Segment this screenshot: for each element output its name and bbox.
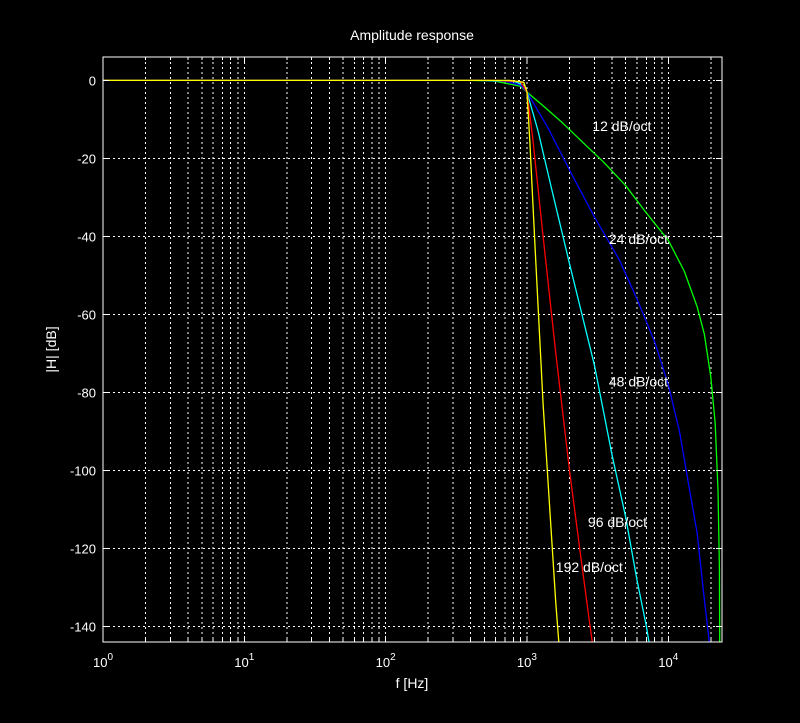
x-tick-label: 101 (234, 652, 254, 670)
y-tick-label: -120 (70, 541, 96, 556)
curve-annotation: 12 dB/oct (592, 118, 651, 134)
chart-title: Amplitude response (350, 27, 474, 43)
y-axis: 0 -20 -40 -60 -80 -100 -120 -140 (70, 73, 722, 634)
y-tick-label: -20 (77, 151, 96, 166)
curve-annotation: 48 dB/oct (609, 374, 668, 390)
y-tick-label: -100 (70, 463, 96, 478)
y-tick-label: 0 (89, 73, 96, 88)
y-axis-label: |H| [dB] (43, 326, 59, 372)
y-tick-label: -140 (70, 619, 96, 634)
x-tick-label: 104 (658, 652, 678, 670)
y-tick-label: -80 (77, 385, 96, 400)
x-axis-label: f [Hz] (396, 675, 429, 691)
curve-4 (103, 79, 593, 643)
curve-1 (103, 79, 721, 643)
curve-annotation: 192 dB/oct (556, 559, 623, 575)
curve-annotation: 24 dB/oct (609, 231, 668, 247)
plot-frame (102, 56, 723, 643)
curve-annotation: 96 dB/oct (588, 514, 647, 530)
curve-2 (103, 79, 710, 643)
x-tick-label: 102 (376, 652, 396, 670)
x-tick-label: 100 (93, 652, 113, 670)
plot-curves (103, 79, 721, 643)
curve-annotations: 12 dB/oct 24 dB/oct 48 dB/oct 96 dB/oct 192 … (556, 118, 668, 575)
x-tick-label: 103 (517, 652, 537, 670)
grid (103, 57, 722, 642)
curve-5 (103, 79, 560, 643)
y-tick-label: -60 (77, 307, 96, 322)
x-axis: 100 101 102 103 104 (93, 57, 712, 670)
y-tick-label: -40 (77, 229, 96, 244)
